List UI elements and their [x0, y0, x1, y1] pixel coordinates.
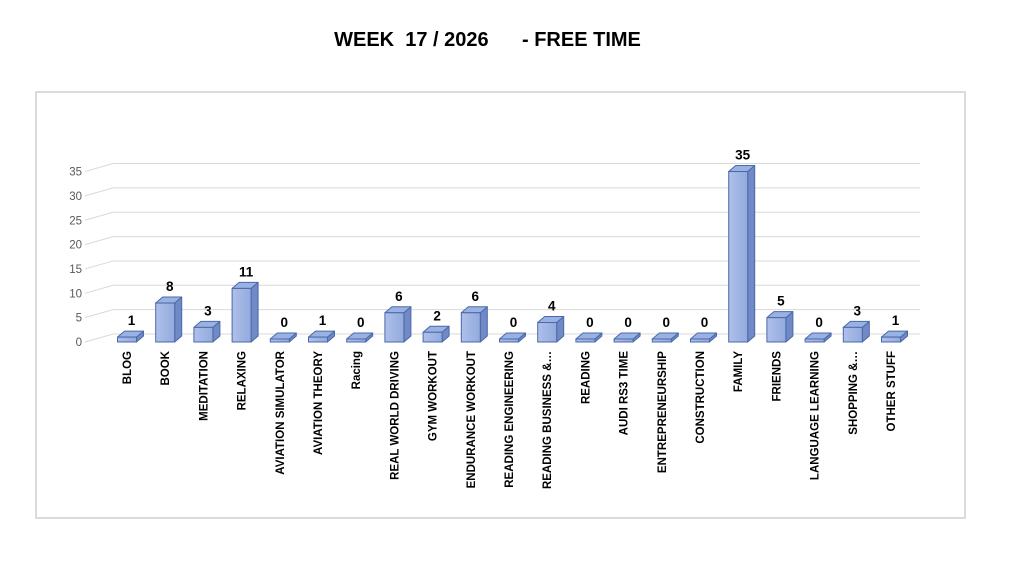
- gridline: [84, 309, 920, 319]
- bar-value-label: 3: [854, 303, 862, 318]
- gridline: [84, 187, 920, 197]
- bar-value-label: 0: [701, 315, 709, 330]
- category-label: RELAXING: [237, 351, 249, 410]
- bar: [346, 338, 367, 343]
- category-label: AUDI RS3 TIME: [619, 351, 631, 436]
- bar: [842, 326, 863, 343]
- category-label: READING: [580, 351, 592, 404]
- bar: [537, 322, 558, 343]
- bar-value-label: 0: [624, 315, 632, 330]
- bar-value-label: 35: [735, 148, 751, 163]
- bar: [422, 331, 443, 343]
- bar: [269, 338, 290, 343]
- bar: [651, 338, 672, 343]
- bar-value-label: 8: [166, 279, 174, 294]
- category-label: CONSTRUCTION: [695, 351, 707, 444]
- category-label: FAMILY: [733, 351, 745, 392]
- category-label: FRIENDS: [771, 351, 783, 402]
- category-label: OTHER STUFF: [886, 351, 898, 432]
- bar: [613, 338, 634, 343]
- category-label: GYM WORKOUT: [428, 351, 440, 441]
- y-axis-tick-label: 0: [76, 337, 82, 349]
- bar-side-face: [250, 281, 259, 343]
- bar-value-label: 0: [357, 315, 365, 330]
- y-axis-tick-label: 35: [69, 167, 82, 179]
- gridline: [84, 284, 920, 294]
- bar: [193, 326, 214, 343]
- bar-value-label: 6: [395, 289, 403, 304]
- bar: [231, 287, 252, 343]
- bar: [384, 312, 405, 343]
- gridline: [84, 333, 920, 343]
- bar-value-label: 11: [239, 264, 254, 279]
- bar-value-label: 4: [548, 299, 556, 314]
- gridline: [84, 211, 920, 221]
- bar-value-label: 1: [128, 313, 136, 328]
- gridline: [84, 163, 920, 173]
- bar: [690, 338, 710, 343]
- bar: [117, 336, 137, 343]
- bar: [155, 302, 176, 343]
- y-axis-tick-label: 20: [69, 240, 82, 252]
- category-label: READING ENGINEERING: [504, 351, 516, 488]
- y-axis-tick-label: 5: [76, 313, 82, 325]
- category-label: AVIATION SIMULATOR: [275, 350, 287, 474]
- bar-value-label: 0: [510, 315, 518, 330]
- bar: [460, 312, 481, 343]
- category-label: ENTREPRENEURSHIP: [657, 351, 669, 473]
- category-label: SHOPPING &…: [848, 351, 860, 435]
- gridline: [84, 236, 920, 246]
- y-axis-tick-label: 15: [69, 264, 82, 276]
- bar-value-label: 3: [204, 303, 212, 318]
- bar-value-label: 0: [815, 315, 823, 330]
- y-axis-tick-label: 25: [69, 215, 82, 227]
- gridline: [84, 260, 920, 270]
- bar-value-label: 6: [472, 289, 480, 304]
- category-label: BLOG: [122, 351, 134, 384]
- category-label: AVIATION THEORY: [313, 351, 325, 455]
- bar: [881, 336, 901, 343]
- bar: [766, 317, 787, 343]
- bar: [308, 336, 328, 343]
- bar-value-label: 2: [433, 308, 441, 323]
- category-label: LANGUAGE LEARNING: [810, 351, 822, 480]
- y-axis-tick-label: 10: [69, 288, 82, 300]
- category-label: REAL WORLD DRIVING: [389, 351, 401, 480]
- bar-value-label: 1: [892, 313, 900, 328]
- category-label: ENDURANCE WORKOUT: [466, 351, 478, 488]
- bar-value-label: 1: [319, 313, 327, 328]
- category-label: MEDITATION: [198, 351, 210, 421]
- bar-value-label: 0: [281, 315, 289, 330]
- bar-side-face: [174, 296, 183, 343]
- bar: [804, 338, 825, 343]
- bar: [728, 171, 749, 343]
- bar: [575, 338, 596, 343]
- category-label: BOOK: [160, 350, 172, 385]
- bar: [499, 338, 519, 343]
- bar-value-label: 0: [663, 315, 671, 330]
- bar-value-label: 5: [777, 294, 785, 309]
- category-label: Racing: [351, 351, 363, 389]
- chart-object-frame[interactable]: [35, 91, 966, 519]
- bar-value-label: 0: [586, 315, 594, 330]
- chart-title: WEEK 17 / 2026 - FREE TIME: [334, 29, 641, 51]
- y-axis-tick-label: 30: [69, 191, 82, 203]
- category-label: READING BUSINESS &…: [542, 351, 554, 489]
- bar-side-face: [747, 165, 756, 343]
